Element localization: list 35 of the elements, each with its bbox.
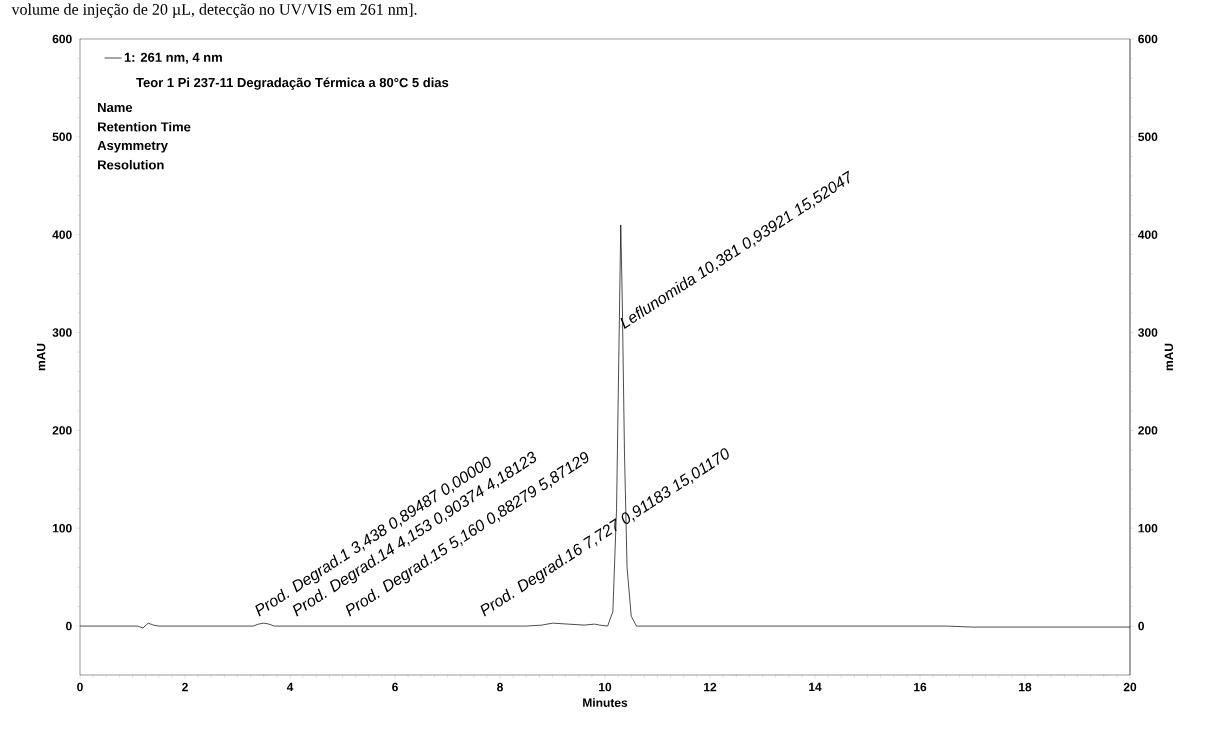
x-tick-label: 4: [286, 682, 294, 692]
x-tick-label: 16: [914, 682, 927, 692]
y-tick-label: 400: [52, 230, 72, 239]
x-tick-label: 8: [497, 682, 503, 692]
y-tick-label: 300: [52, 328, 72, 337]
y-tick-label: 500: [52, 132, 72, 142]
y-tick-label: 100: [52, 523, 72, 533]
x-tick-label: 12: [704, 682, 717, 692]
y2-axis-title: mAU: [1164, 343, 1174, 371]
y2-tick-label: 400: [1138, 230, 1158, 239]
annotation: Resolution: [98, 159, 164, 170]
legend-label: 1: 261 nm, 4 nm: [124, 52, 222, 64]
x-axis-title: Minutes: [583, 698, 628, 707]
x-tick-label: 0: [77, 682, 83, 692]
y2-tick-label: 300: [1138, 328, 1158, 337]
y-tick-label: 200: [52, 426, 72, 435]
x-tick-label: 14: [809, 682, 822, 692]
y2-tick-label: 500: [1138, 132, 1158, 142]
x-tick-label: 20: [1123, 682, 1137, 692]
x-tick-label: 10: [599, 682, 612, 692]
y2-tick-label: 0: [1138, 621, 1144, 631]
y-tick-label: 600: [52, 34, 72, 44]
y2-tick-label: 200: [1138, 426, 1158, 435]
x-tick-label: 6: [392, 682, 398, 692]
y-tick-label: 0: [66, 621, 72, 631]
y2-tick-label: 600: [1138, 34, 1158, 44]
text: volume de injeção de 20 µL, detecção no UV/VIS em 261 nm].: [11, 3, 417, 19]
y-axis-title: mAU: [36, 343, 46, 371]
annotation: Retention Time: [98, 121, 191, 132]
y2-tick-label: 100: [1138, 523, 1158, 533]
annotation: Asymmetry: [97, 140, 168, 153]
annotation: Name: [98, 102, 133, 113]
text: Teor 1 Pi 237-11 Degradação Térmica a 80°C 5 dias: [136, 77, 449, 90]
x-tick-label: 18: [1019, 682, 1032, 692]
x-tick-label: 2: [182, 682, 188, 692]
